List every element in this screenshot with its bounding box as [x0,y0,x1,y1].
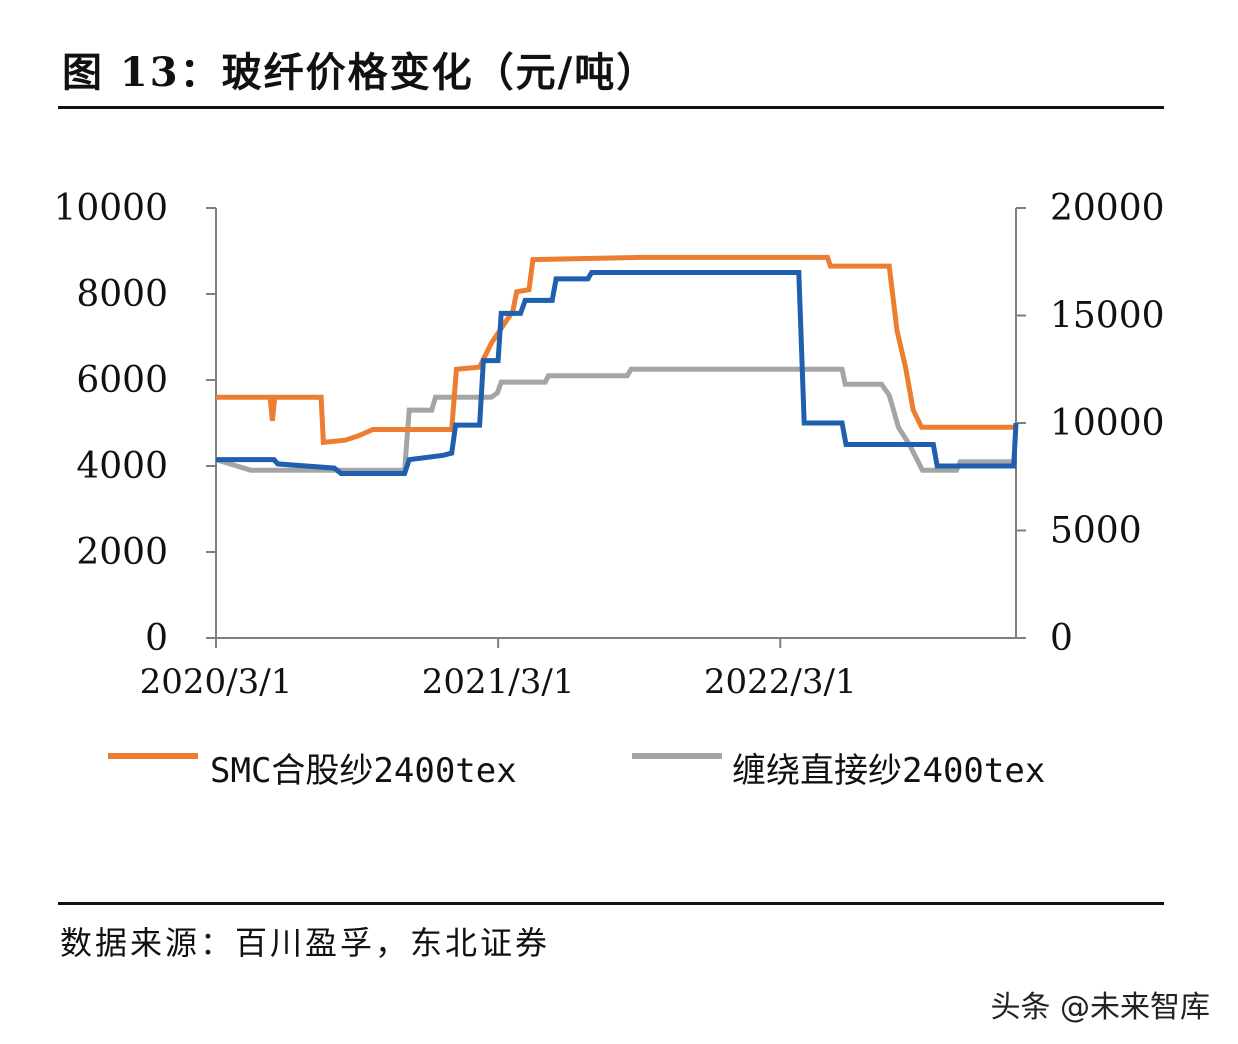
title-rule [58,106,1164,109]
legend-label-0: SMC合股纱2400tex [210,751,517,791]
right-y-tick-label: 5000 [1050,511,1142,552]
left-y-tick-label: 0 [145,618,168,659]
x-tick-label: 2021/3/1 [422,662,575,702]
chart-canvas: 0 2000 4000 6000 8000 10000 0 5000 10000 15000 200… [53,188,1165,791]
source-note: 数据来源：百川盈孚，东北证券 [60,924,551,962]
left-y-tick-label: 4000 [76,446,168,487]
series-line-2 [216,270,1019,476]
left-y-tick-label: 10000 [53,188,168,229]
left-y-tick-label: 2000 [76,532,168,573]
right-y-tick-label: 15000 [1050,296,1165,337]
series-line-1 [215,366,1016,473]
watermark: 头条 @未来智库 [990,990,1210,1025]
left-y-tick-label: 8000 [76,274,168,315]
source-rule [58,902,1164,905]
figure-title: 图 13：玻纤价格变化（元/吨） [62,49,659,96]
legend-label-1: 缠绕直接纱2400tex [732,751,1045,791]
x-tick-label: 2022/3/1 [704,662,857,702]
x-tick-label: 2020/3/1 [140,662,293,702]
right-y-tick-label: 20000 [1050,188,1165,229]
left-y-tick-label: 6000 [76,360,168,401]
right-y-tick-label: 0 [1050,618,1073,659]
right-y-tick-label: 10000 [1050,403,1165,444]
